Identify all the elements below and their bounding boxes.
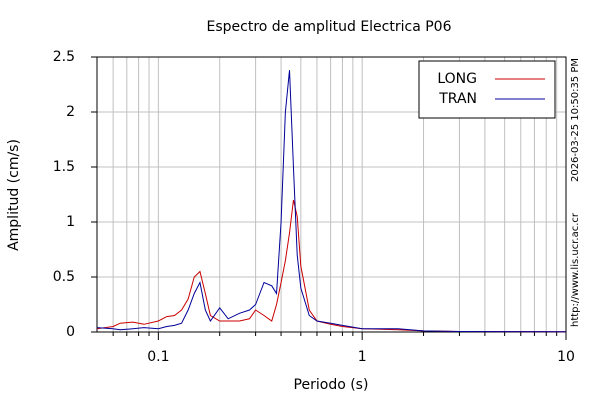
x-tick-label: 10 [557, 349, 575, 365]
data-line [96, 70, 567, 333]
y-tick-label: 1.5 [53, 159, 75, 175]
legend-label: LONG [437, 71, 477, 87]
timestamp: 2026-03-25 10:50:35 PM [570, 58, 581, 182]
x-tick-label: 1 [358, 349, 367, 365]
plot-frame [96, 56, 567, 333]
y-tick-label: 2 [66, 104, 75, 120]
y-tick-label: 2.5 [53, 49, 75, 65]
y-tick-label: 1 [66, 214, 75, 230]
y-tick-label: 0 [66, 324, 75, 340]
legend-label: TRAN [438, 91, 477, 107]
legend-box [418, 60, 556, 119]
chart-title: Espectro de amplitud Electrica P06 [207, 19, 452, 35]
x-axis-label: Periodo (s) [294, 377, 369, 393]
source-url: http://www.lis.ucr.ac.cr [570, 212, 581, 327]
x-tick-label: 0.1 [147, 349, 169, 365]
y-tick-label: 0.5 [53, 269, 75, 285]
data-line [96, 199, 567, 333]
y-axis-label: Amplitud (cm/s) [6, 139, 22, 251]
